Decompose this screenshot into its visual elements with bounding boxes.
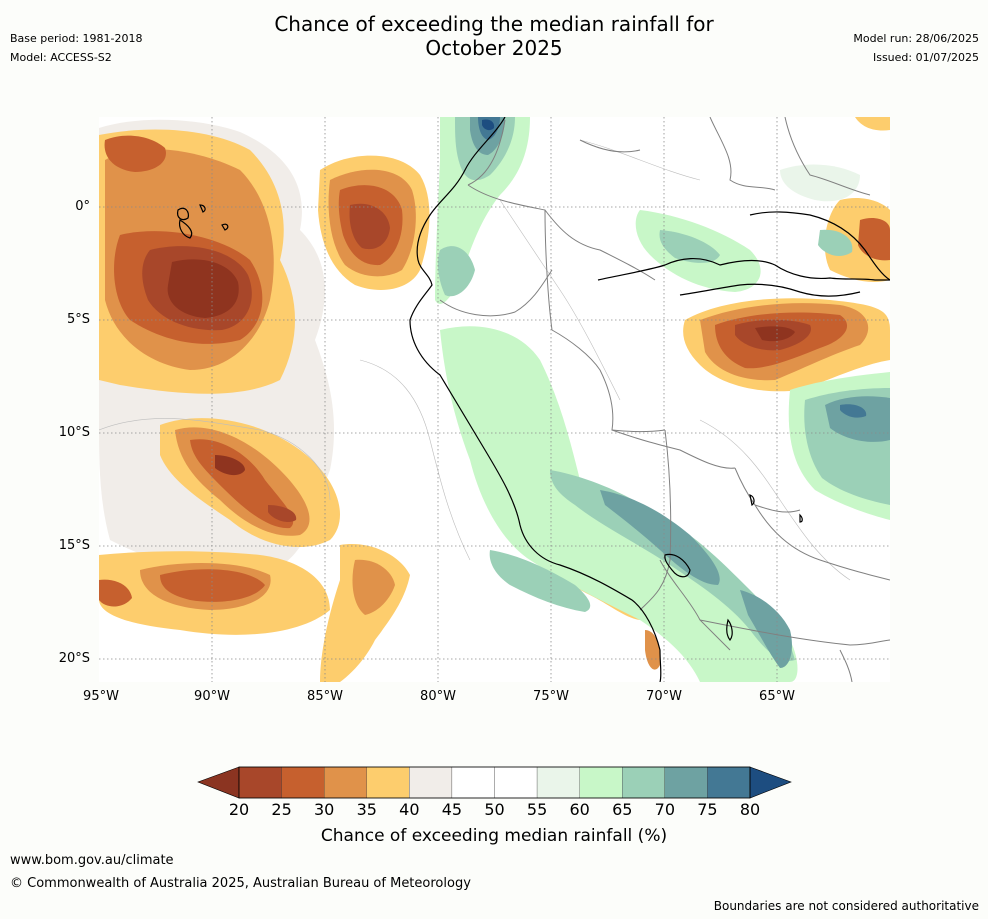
colorbar-cell <box>579 766 623 799</box>
colorbar-cell <box>324 766 367 799</box>
lon-label-70w: 70°W <box>646 689 682 704</box>
coastline <box>177 117 890 682</box>
map-plot-area <box>99 117 890 682</box>
colorbar-title: Chance of exceeding median rainfall (%) <box>320 826 668 846</box>
colorbar-high-arrow <box>749 766 792 799</box>
lat-label-10s: 10°S <box>58 425 90 440</box>
base-period: Base period: 1981-2018 <box>10 32 143 45</box>
colorbar-cell <box>281 766 325 799</box>
colorbar-tick-label: 40 <box>399 800 420 819</box>
lon-label-80w: 80°W <box>420 689 456 704</box>
lat-label-15s: 15°S <box>58 538 90 553</box>
colorbar-tick-label: 20 <box>228 800 250 819</box>
lon-label-85w: 85°W <box>307 689 343 704</box>
model-name: Model: ACCESS-S2 <box>10 51 112 64</box>
colorbar-cell <box>409 766 453 799</box>
colorbar-tick-label: 50 <box>484 800 505 819</box>
lon-label-95w: 95°W <box>83 689 119 704</box>
lat-label-5s: 5°S <box>66 312 90 327</box>
colorbar-cell <box>622 766 665 799</box>
footer-note: Boundaries are not considered authoritat… <box>713 899 979 913</box>
chart-title: Chance of exceeding the median rainfall … <box>0 12 988 60</box>
colorbar-frame <box>238 766 751 799</box>
colorbar-tick-label: 30 <box>313 800 335 819</box>
colorbar-cells <box>238 766 751 799</box>
colorbar-tick-label: 75 <box>697 800 718 819</box>
model-run: Model run: 28/06/2025 <box>853 32 979 45</box>
colorbar-cell <box>664 766 708 799</box>
colorbar-tick-label: 25 <box>271 800 292 819</box>
issued-date: Issued: 01/07/2025 <box>872 51 979 64</box>
footer-copyright: © Commonwealth of Australia 2025, Austra… <box>10 876 471 891</box>
colorbar-cell <box>707 766 751 799</box>
colorbar-tick-label: 55 <box>526 800 548 819</box>
colorbar-tick-label: 70 <box>654 800 675 819</box>
colorbar-tick-label: 80 <box>739 800 761 819</box>
lat-label-20s: 20°S <box>58 651 90 666</box>
colorbar-tick-label: 45 <box>441 800 463 819</box>
dry-anomaly-regions <box>99 117 890 682</box>
colorbar-cell <box>366 766 410 799</box>
colorbar-tick-label: 60 <box>569 800 590 819</box>
colorbar-cell <box>536 766 580 799</box>
lon-label-90w: 90°W <box>194 689 230 704</box>
colorbar-cell <box>451 766 495 799</box>
colorbar-tick-label: 35 <box>356 800 377 819</box>
lon-label-65w: 65°W <box>759 689 795 704</box>
footer-url[interactable]: www.bom.gov.au/climate <box>10 853 174 868</box>
country-borders <box>439 117 890 682</box>
colorbar-cell <box>494 766 538 799</box>
colorbar-tick-label: 65 <box>612 800 633 819</box>
title-line-2: October 2025 <box>425 36 563 60</box>
colorbar-cell <box>238 766 282 799</box>
lon-label-75w: 75°W <box>533 689 569 704</box>
wet-anomaly-regions <box>435 117 890 682</box>
title-line-1: Chance of exceeding the median rainfall … <box>274 12 714 36</box>
lat-label-0: 0° <box>75 199 90 214</box>
contour-lines <box>99 139 851 581</box>
colorbar-low-arrow <box>197 766 240 799</box>
